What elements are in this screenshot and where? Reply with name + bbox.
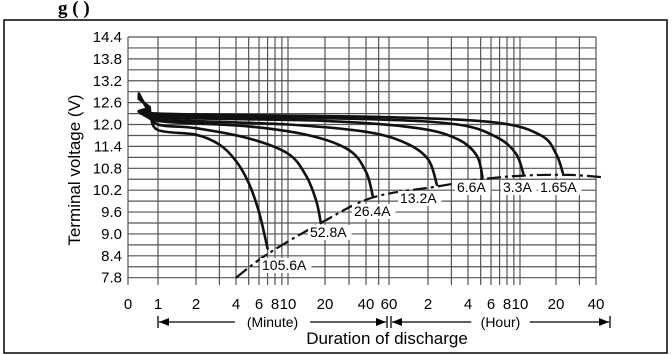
series-label: 6.6A [457,179,486,195]
y-axis-title: Terminal voltage (V) [65,94,84,245]
outer-frame [3,19,668,354]
y-tick-label: 10.2 [93,182,122,199]
x-tick-label: 6 [255,296,263,313]
x-tick-label: 20 [317,296,334,313]
series-label-bg [538,180,582,195]
x-tick-label: 4 [232,296,240,313]
arrow-left-icon [159,318,169,326]
discharge-curve-1-65A [137,97,565,174]
series-label-bg [398,191,442,206]
partial-title: g ( ) [58,0,90,19]
x-tick-label: 8 [271,296,279,313]
series-label-bg [352,204,396,219]
discharge-curve-26-4A [137,94,374,197]
y-tick-label: 14.4 [93,29,122,46]
series-label: 105.6A [262,257,307,273]
y-tick-label: 9.6 [101,204,122,221]
x-tick-label: 4 [464,296,472,313]
series-label: 26.4A [354,203,391,219]
x-tick-label: 10 [280,296,297,313]
y-tick-label: 7.8 [101,270,122,287]
x-tick-label: 8 [503,296,511,313]
final-voltage-line [235,173,605,279]
range-label: (Minute) [247,314,298,330]
arrow-left-icon [392,318,402,326]
series-labels: 105.6A 52.8A 26.4A 13.2A 6.6A 3.3A 1.65A [260,179,582,273]
range-label: (Hour) [481,314,521,330]
y-tick-label: 13.2 [93,73,122,90]
x-tick-label: 1 [154,296,162,313]
y-tick-label: 12.0 [93,117,122,134]
x-tick-label: 6 [487,296,495,313]
series-label: 1.65A [540,179,577,195]
series-label: 13.2A [400,190,437,206]
x-tick-label: 40 [588,296,605,313]
x-tick-labels: 0 1 2 4 6 8 10 20 40 60 2 4 6 8 10 20 40 [124,296,605,313]
duration-ranges: (Minute) (Hour) [157,314,611,330]
y-tick-label: 10.8 [93,160,122,177]
x-tick-label: 20 [548,296,565,313]
x-tick-label: 0 [124,296,132,313]
y-tick-label: 8.4 [101,248,122,265]
x-axis-title: Duration of discharge [306,329,468,348]
arrow-right-icon [599,318,609,326]
discharge-curve-3-3A [137,97,525,176]
x-tick-label: 60 [381,296,398,313]
y-tick-label: 11.4 [94,138,122,155]
series-label-bg [260,258,312,273]
y-tick-labels: 7.8 8.4 9.0 9.6 10.2 10.8 11.4 12.0 12.6 13.2 13.8… [93,29,122,287]
x-tick-label: 10 [512,296,529,313]
arrow-right-icon [376,318,386,326]
y-tick-label: 9.0 [101,226,122,243]
y-tick-label: 12.6 [93,95,122,112]
series-label-bg [308,225,352,240]
series-layer [137,92,605,279]
x-tick-label: 2 [192,296,200,313]
x-tick-label: 40 [358,296,375,313]
discharge-curve-6-6A [137,95,484,179]
series-label: 52.8A [310,224,347,240]
series-label-bg [455,180,491,195]
series-label-bg [501,180,537,195]
x-tick-label: 2 [424,296,432,313]
grid-layer [127,36,597,285]
y-tick-label: 13.8 [93,51,122,68]
series-label: 3.3A [503,179,532,195]
